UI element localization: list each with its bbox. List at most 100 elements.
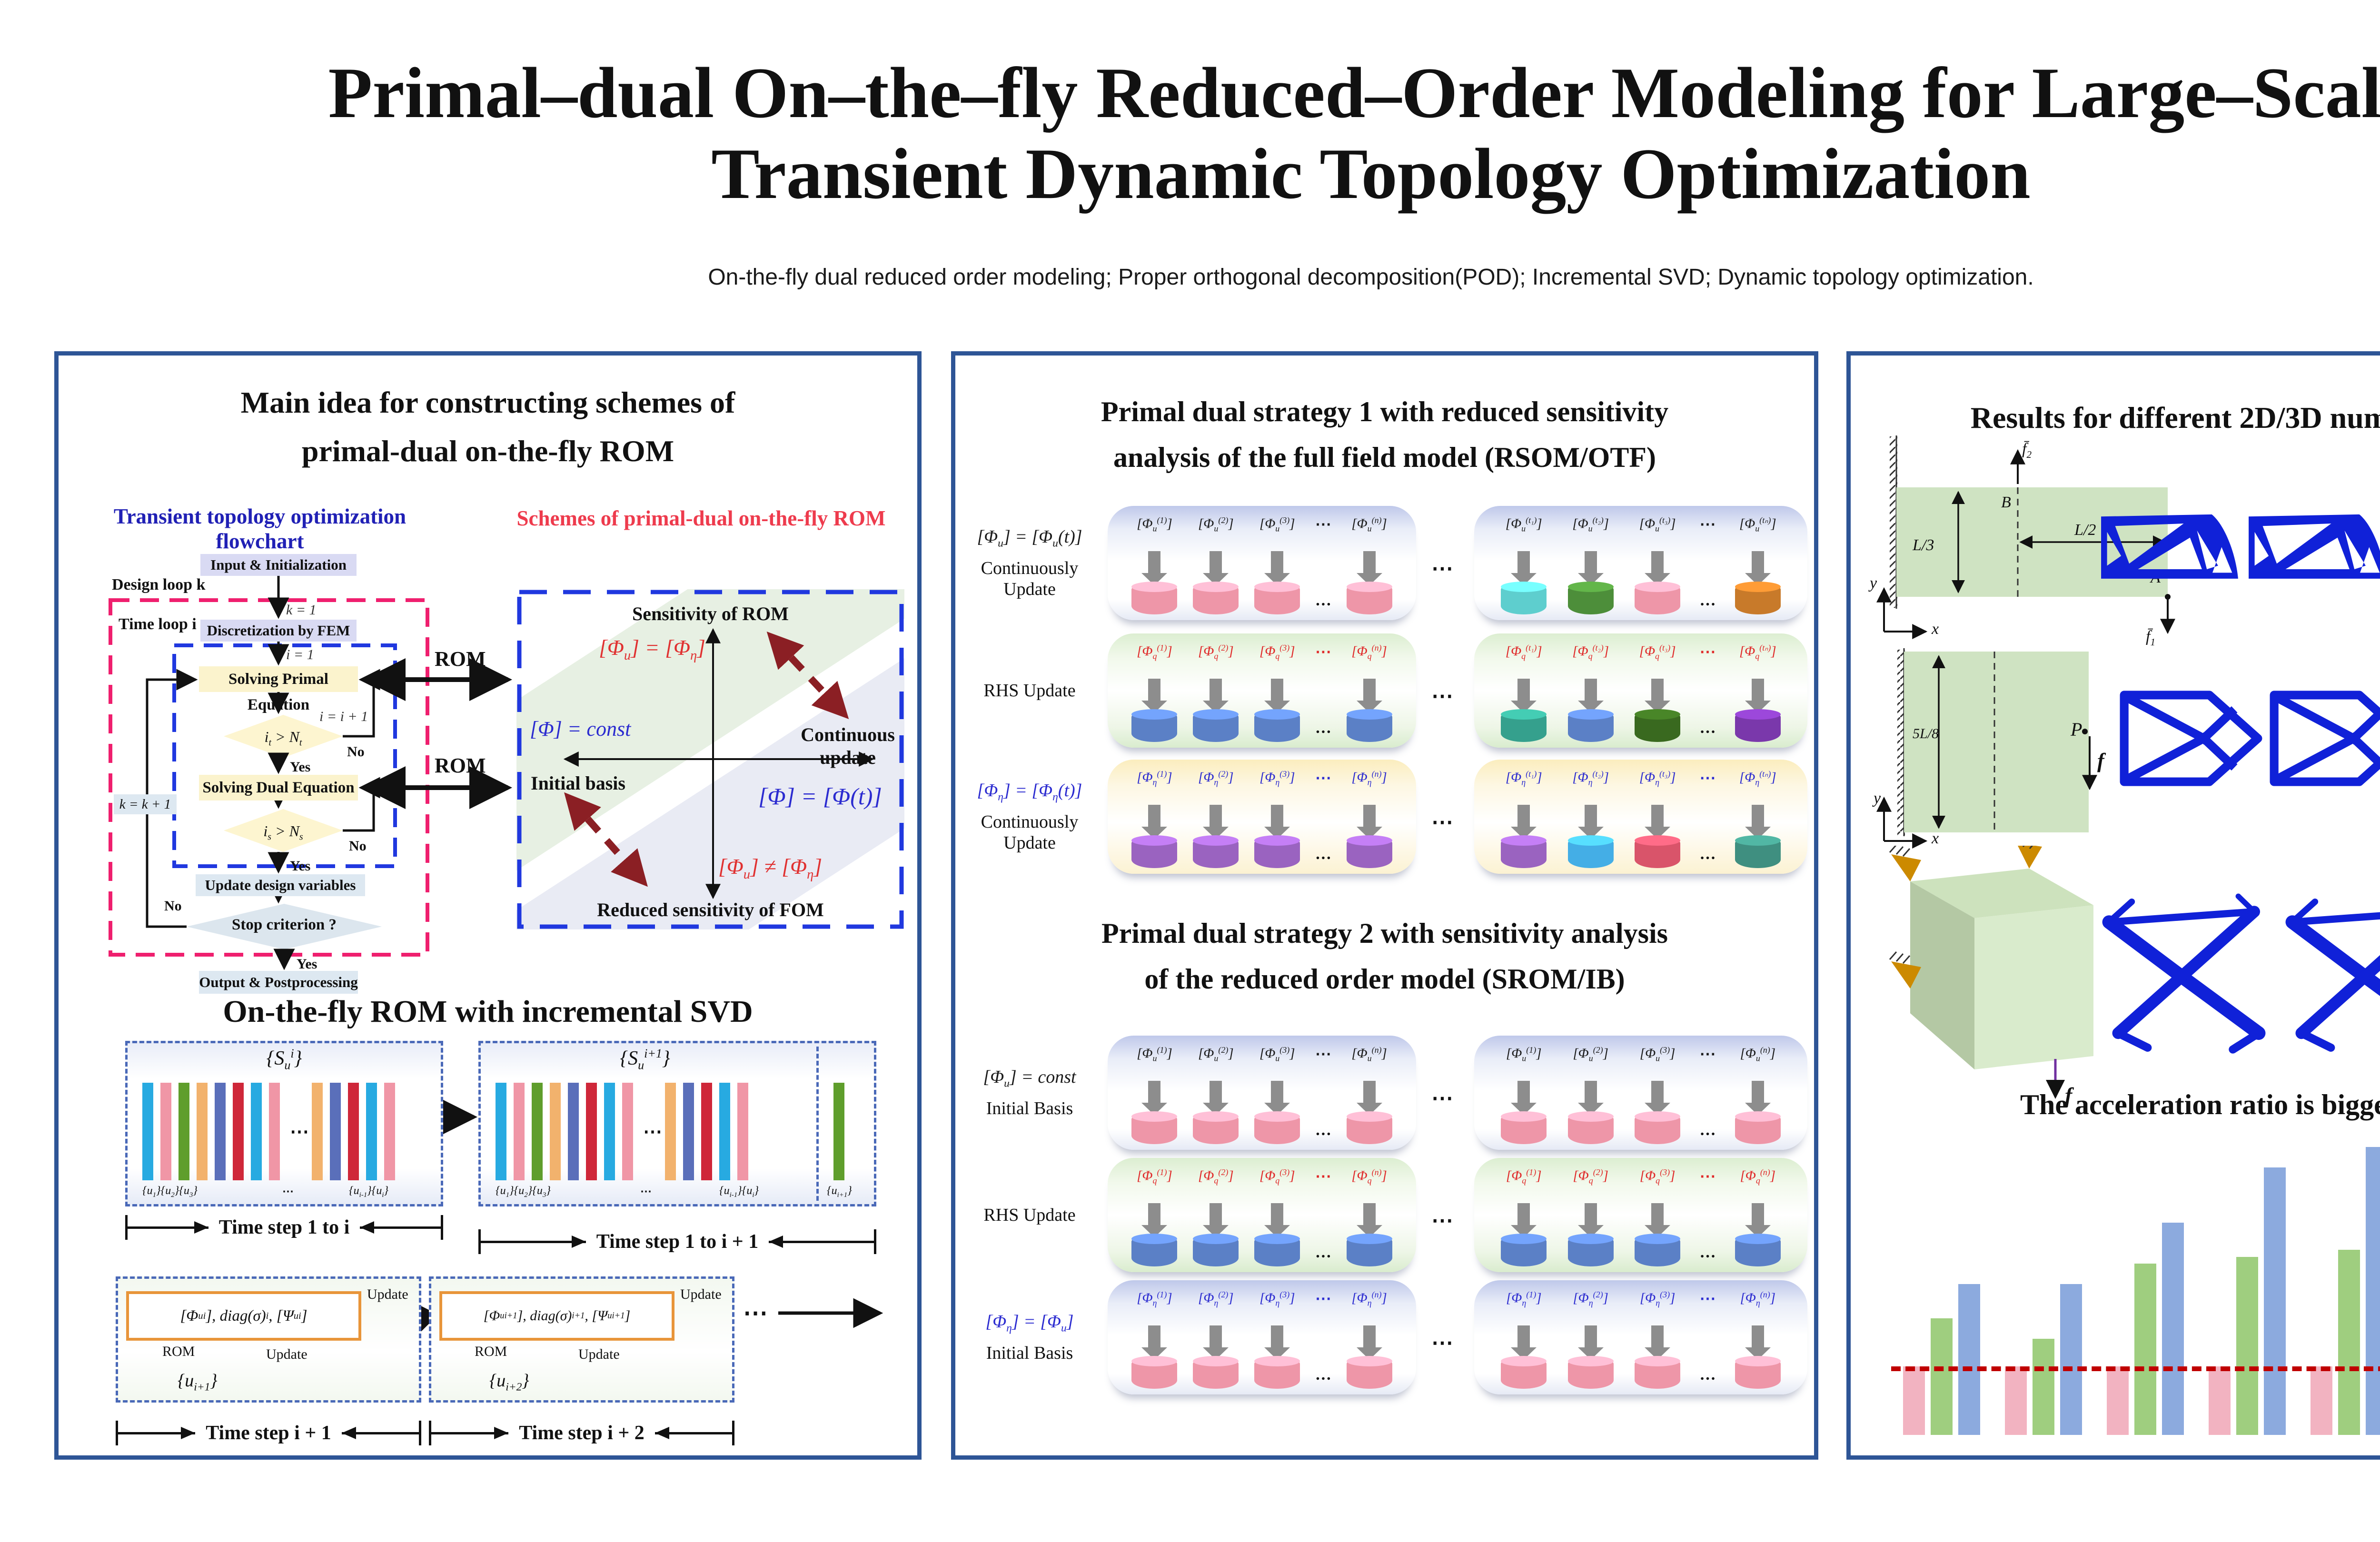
ex2-f-label: f [2097,749,2104,772]
down-arrow-icon [1363,1203,1376,1225]
snapshot-sub-right-b: {ui-1}{ui} [719,1185,759,1199]
basis-header: [Φq(3)] [1259,1167,1295,1186]
basis-row-sublabel: RHS Update [983,681,1076,701]
chart-bar-rsom [2236,1257,2258,1435]
basis-row-label: [Φu] = [Φu(t)] Continuously Update [955,506,1104,620]
basis-row-sublabel: Continuously Update [981,558,1079,599]
snapshot-sub-new: {ui+1} [827,1185,852,1199]
basis-header: [Φη(2)] [1573,1289,1608,1308]
basis-header: [Φu(2)] [1573,1045,1608,1063]
page-title: Primal–dual On–the–fly Reduced–Order Mod… [0,52,2380,214]
title-line-2: Transient Dynamic Topology Optimization [711,134,2031,214]
snapshot-bar [215,1083,226,1180]
time-span-1: Time step 1 to i [125,1215,444,1240]
snapshot-sub-dots-2: ⋯ [640,1186,652,1198]
strategy2-title-line2: of the reduced order model (SROM/IB) [1144,963,1625,995]
basis-cylinder [1193,1239,1239,1266]
basis-header: [Φq(n)] [1351,642,1387,661]
time-span-3: Time step i + 1 [116,1421,422,1445]
basis-cylinder [1635,1239,1681,1266]
cylinder-dots: … [1699,592,1716,609]
basis-header: [Φu(3)] [1259,515,1295,534]
cylinder-dots: … [1699,845,1716,863]
basis-header: [Φq(n)] [1740,1167,1776,1186]
rom-step-label-2: ROM [475,1344,507,1359]
down-arrow-icon [1148,1081,1161,1103]
optimized-structure [2243,498,2380,598]
basis-cylinder [1735,1117,1781,1144]
basis-row-label: RHS Update [955,1158,1104,1272]
flow-design-loop-label: Design loop k [112,576,206,593]
basis-header-dots: ⋯ [1315,1168,1331,1186]
basis-header: [Φη(2)] [1198,1289,1234,1308]
snapshot-label-i: {Sui} [266,1047,302,1072]
down-arrow-icon [1751,551,1764,573]
snapshot-bar [532,1083,543,1180]
down-arrow-icon [1210,679,1222,701]
basis-row-formula: [Φu] = [Φu(t)] [977,527,1082,550]
basis-header-dots: ⋯ [1699,643,1716,661]
down-arrow-icon [1584,1325,1597,1347]
basis-box: [Φu(t₁)] [Φu(t₂)] [Φu(t₃)] ⋯ [Φu(tₙ)]… [1474,506,1807,620]
basis-box: [Φq(t₁)] [Φq(t₂)] [Φq(t₃)] ⋯ [Φq(tₙ)]… [1474,633,1807,748]
basis-box: [Φu(1)] [Φu(2)] [Φu(3)] ⋯ [Φu(n)]… [1108,1036,1416,1150]
basis-cylinder [1635,714,1681,742]
basis-header: [Φη(t₂)] [1572,769,1609,787]
basis-cylinder [1501,587,1547,614]
basis-row: RHS Update [Φq(1)] [Φq(2)] [Φq(3)] ⋯ [Φq(n)] …… [955,633,1823,748]
basis-box: [Φη(t₁)] [Φη(t₂)] [Φη(t₃)] ⋯ [Φη(tₙ)]… [1474,760,1807,874]
chart-bar-fom [2311,1366,2332,1435]
down-arrow-icon [1148,1203,1161,1225]
strategy1-title: Primal dual strategy 1 with reduced sens… [955,389,1814,480]
flow-stop-label: Stop criterion ? [232,916,337,933]
flow-yes2: Yes [290,858,311,874]
basis-header: [Φu(2)] [1198,1045,1234,1063]
schemes-subheading: Schemes of primal-dual on-the-fly ROM [516,506,886,530]
snapshot-bars-right: ⋯ [496,1083,755,1180]
flow-dual-box: Solving Dual Equation [199,775,358,801]
basis-header: [Φq(tₙ)] [1739,642,1776,661]
ex1-L2-label: L/2 [2074,521,2096,539]
quad-right-label: Continuous update [801,724,895,768]
basis-cylinder [1346,1117,1392,1144]
basis-box: [Φq(1)] [Φq(2)] [Φq(3)] ⋯ [Φq(n)]… [1474,1158,1807,1272]
down-arrow-icon [1363,679,1376,701]
basis-box: [Φη(1)] [Φη(2)] [Φη(3)] ⋯ [Φη(n)]… [1108,1280,1416,1394]
basis-header: [Φu(n)] [1740,1045,1776,1063]
time-span-4-label: Time step i + 2 [519,1422,645,1444]
down-arrow-icon [1651,551,1664,573]
flow-no2: No [349,838,367,854]
down-arrow-icon [1517,1081,1530,1103]
basis-cylinder [1567,1361,1614,1389]
down-arrow-icon [1271,805,1284,827]
down-arrow-icon [1751,679,1764,701]
ex1-y-label: y [1870,574,1877,592]
snapshot-bar [622,1083,633,1180]
strategy2-title-line1: Primal dual strategy 2 with sensitivity … [1101,918,1668,949]
flow-i-inc-label: i = i + 1 [319,709,368,724]
basis-header: [Φq(1)] [1137,642,1172,661]
snapshot-bar [550,1083,561,1180]
chart-bar-rsom [1931,1318,1953,1435]
title-line-1: Primal–dual On–the–fly Reduced–Order Mod… [328,53,2380,133]
between-box-dots: ⋯ [1431,1331,1453,1355]
down-arrow-icon [1584,551,1597,573]
down-arrow-icon [1517,551,1530,573]
quad-const-blue: [Φ] = const [530,717,631,741]
snapshot-sub-left-a: {u1}{u2}{u3} [142,1185,198,1199]
down-arrow-icon [1363,1325,1376,1347]
basis-box: [Φq(1)] [Φq(2)] [Φq(3)] ⋯ [Φq(n)]… [1108,633,1416,748]
flow-yes3: Yes [297,956,317,972]
basis-row: RHS Update [Φq(1)] [Φq(2)] [Φq(3)] ⋯ [Φq(n)] …… [955,1158,1823,1272]
basis-header: [Φu(n)] [1351,515,1387,534]
basis-header: [Φη(t₁)] [1505,769,1542,787]
snapshot-bar [178,1083,189,1180]
snapshot-bars-left: ⋯ [142,1083,402,1180]
snapshot-bar [366,1083,377,1180]
snapshot-sub-dots-1: ⋯ [282,1186,294,1198]
basis-cylinder [1131,840,1178,868]
down-arrow-icon [1148,805,1161,827]
rom-label-1: ROM [435,647,486,671]
between-box-dots: ⋯ [1431,810,1453,834]
basis-header: [Φq(t₁)] [1505,642,1542,661]
